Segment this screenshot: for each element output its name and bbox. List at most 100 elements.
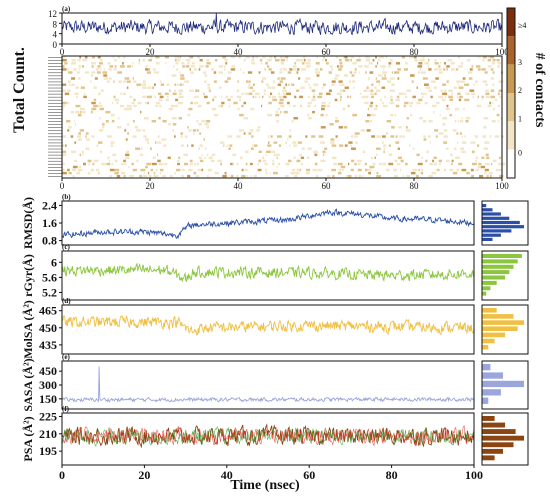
heatmap-cell — [250, 107, 255, 111]
heatmap-cell — [105, 120, 109, 123]
heatmap-cell — [492, 83, 495, 86]
heatmap-cell — [236, 162, 239, 166]
heatmap-cell — [280, 62, 284, 65]
heatmap-cell — [114, 59, 117, 62]
heatmap-cell — [482, 135, 487, 138]
heatmap-cell — [211, 68, 214, 71]
heatmap-cell — [362, 174, 363, 178]
heatmap-cell — [66, 120, 71, 123]
histogram-bar — [482, 416, 495, 421]
heatmap-row — [62, 101, 494, 105]
heatmap-cell — [452, 129, 457, 132]
heatmap-cell — [232, 162, 234, 166]
heatmap-cell — [332, 174, 335, 178]
heatmap-cell — [390, 113, 394, 117]
heatmap-cell — [106, 162, 111, 166]
heatmap-cell — [78, 132, 81, 135]
heatmap-cell — [62, 68, 67, 71]
heatmap-cell — [248, 132, 252, 135]
heatmap-cell — [271, 150, 275, 154]
heatmap-cell — [176, 68, 179, 71]
heatmap-cell — [458, 86, 464, 89]
heatmap-cell — [409, 56, 414, 59]
heatmap-cell — [350, 135, 354, 138]
heatmap-cell — [175, 62, 179, 65]
heatmap-cell — [266, 150, 271, 154]
heatmap-cell — [262, 77, 267, 80]
heatmap-cell — [335, 56, 337, 59]
heatmap-cell — [238, 129, 244, 132]
heatmap-cell — [331, 80, 336, 83]
heatmap-cell — [145, 138, 149, 141]
histogram-bar — [482, 208, 493, 212]
heatmap-cell — [73, 68, 77, 71]
heatmap-cell — [193, 162, 196, 166]
heatmap-cell — [107, 156, 110, 160]
heatmap-row — [75, 86, 464, 89]
heatmap-cell — [246, 174, 249, 178]
heatmap-cell — [253, 174, 257, 178]
heatmap-cell — [467, 71, 473, 74]
heatmap-cell — [364, 162, 367, 166]
heatmap-cell — [312, 168, 317, 172]
global-xlabel: Time (nsec) — [230, 478, 300, 493]
heatmap-cell — [405, 162, 408, 166]
heatmap-cell — [416, 153, 420, 157]
heatmap-cell — [124, 77, 130, 80]
histogram-bar — [482, 448, 503, 454]
heatmap-cell — [267, 65, 270, 68]
heatmap-cell — [111, 120, 115, 123]
heatmap-cell — [292, 65, 297, 68]
heatmap-cell — [382, 104, 388, 108]
heatmap-cell — [409, 144, 411, 147]
heatmap-cell — [166, 95, 169, 99]
heatmap-cell — [187, 144, 189, 147]
heatmap-cell — [421, 156, 423, 160]
heatmap-cell — [376, 174, 381, 178]
heatmap-cell — [277, 83, 282, 86]
heatmap-cell — [69, 83, 71, 86]
heatmap-cell — [92, 162, 95, 166]
heatmap-cell — [475, 168, 480, 172]
heatmap-cell — [237, 107, 240, 111]
y-tick-label: 150 — [39, 392, 57, 406]
heatmap-cell — [79, 129, 85, 132]
heatmap-cell — [431, 80, 436, 83]
heatmap-cell — [88, 162, 91, 166]
heatmap-cell — [84, 92, 86, 96]
heatmap-cell — [110, 113, 115, 117]
heatmap-cell — [314, 153, 318, 157]
heatmap-cell — [331, 83, 335, 86]
heatmap-cell — [90, 168, 94, 172]
heatmap-cell — [456, 132, 459, 135]
heatmap-cell — [137, 101, 142, 105]
heatmap-cell — [405, 126, 408, 129]
heatmap-cell — [150, 168, 153, 172]
heatmap-cell — [227, 71, 232, 74]
heatmap-cell — [370, 89, 374, 92]
heatmap-cell — [487, 65, 492, 68]
heatmap-cell — [272, 95, 276, 99]
heatmap-cell — [142, 174, 148, 178]
heatmap-cell — [389, 89, 395, 92]
x-tick-label: 60 — [322, 47, 332, 57]
heatmap-cell — [300, 156, 305, 160]
heatmap-cell — [251, 59, 255, 62]
heatmap-cell — [196, 120, 199, 123]
heatmap-cell — [74, 92, 79, 96]
heatmap-row — [78, 132, 462, 135]
x-tick-label: 40 — [221, 468, 233, 482]
heatmap-cell — [395, 135, 398, 138]
heatmap-cell — [152, 156, 156, 160]
heatmap-cell — [438, 68, 442, 71]
heatmap-cell — [220, 141, 225, 144]
heatmap-cell — [434, 62, 439, 65]
heatmap-cell — [454, 107, 459, 111]
heatmap-cell — [180, 77, 185, 80]
heatmap-cell — [382, 135, 386, 138]
heatmap-cell — [187, 126, 189, 129]
heatmap-cell — [272, 162, 275, 166]
heatmap-cell — [461, 168, 467, 172]
y-tick-label: 5.2 — [42, 285, 57, 299]
heatmap-cell — [136, 159, 139, 163]
